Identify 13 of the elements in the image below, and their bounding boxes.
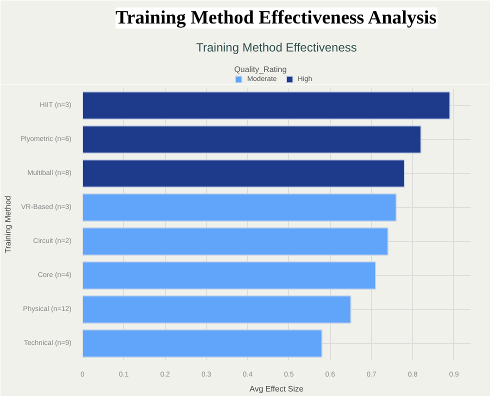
x-axis-title: Avg Effect Size: [250, 384, 304, 394]
bar: [82, 91, 450, 120]
bar: [82, 329, 322, 358]
legend-title: Quality_Rating: [234, 65, 288, 74]
bar: [82, 125, 422, 154]
chart-title: Training Method Effectiveness Analysis: [115, 8, 437, 28]
chart-subtitle: Training Method Effectiveness: [196, 40, 357, 54]
bar: [82, 261, 376, 290]
bar: [82, 193, 397, 222]
bar: [82, 159, 405, 188]
y-axis-title: Training Method: [3, 196, 12, 254]
bar: [82, 227, 388, 256]
bar: [82, 295, 352, 324]
